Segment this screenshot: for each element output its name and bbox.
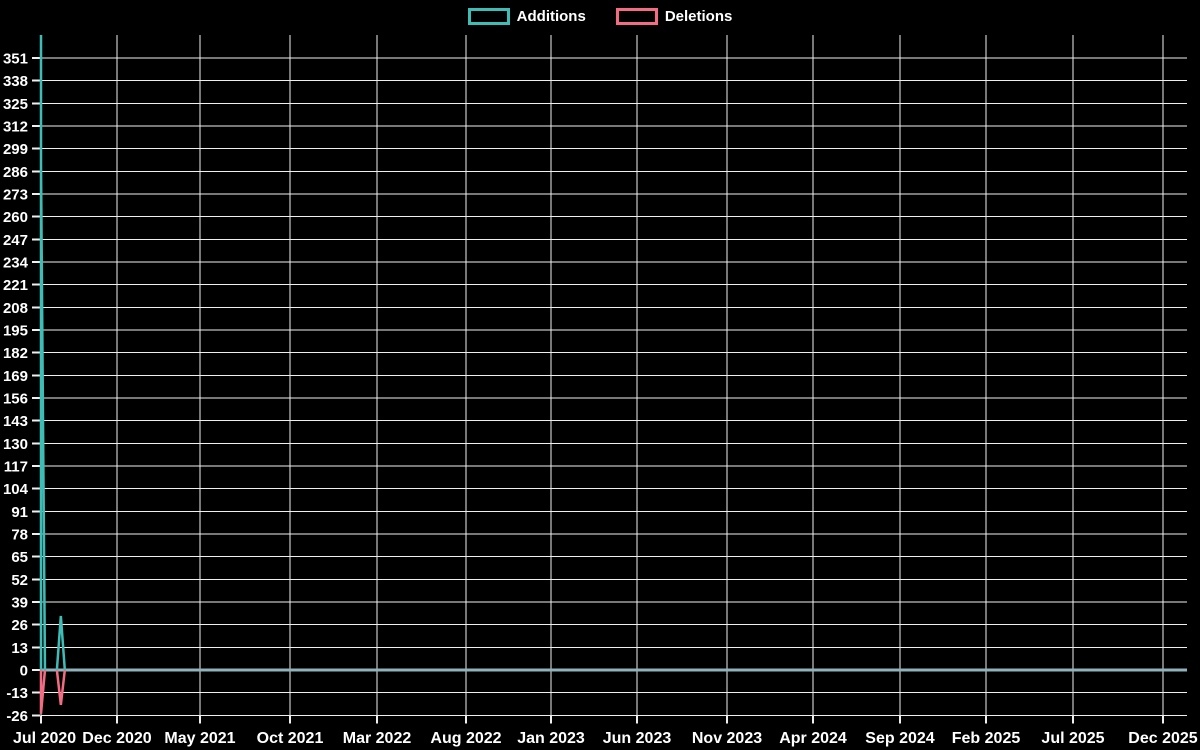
legend-label-additions: Additions: [516, 8, 586, 25]
y-tick-label: 208: [3, 300, 28, 317]
y-tick-label: 65: [11, 549, 28, 566]
y-tick-label: 182: [3, 345, 28, 362]
y-tick-label: 234: [3, 254, 29, 271]
additions-swatch-icon: [467, 8, 510, 25]
x-tick-label: Jul 2020: [13, 730, 76, 747]
y-tick-label: 221: [3, 277, 28, 294]
y-tick-label: 156: [3, 390, 28, 407]
x-tick-label: Sep 2024: [865, 730, 934, 747]
y-tick-label: 91: [11, 504, 28, 521]
y-tick-label: 26: [11, 617, 28, 634]
y-tick-label: 338: [3, 73, 28, 90]
deletions-swatch-icon: [615, 8, 658, 25]
y-tick-label: 0: [20, 663, 28, 680]
y-tick-label: 117: [4, 458, 28, 475]
y-tick-label: 260: [3, 209, 28, 226]
x-tick-label: Mar 2022: [343, 730, 412, 747]
legend-label-deletions: Deletions: [664, 8, 733, 25]
x-tick-label: Dec 2025: [1128, 730, 1197, 747]
y-tick-label: 351: [3, 50, 28, 67]
y-tick-label: -13: [6, 685, 28, 702]
x-tick-label: Oct 2021: [257, 730, 324, 747]
x-tick-label: Jan 2023: [517, 730, 585, 747]
x-tick-label: Aug 2022: [430, 730, 501, 747]
y-tick-label: 325: [3, 96, 28, 113]
x-tick-label: Jul 2025: [1041, 730, 1104, 747]
x-tick-label: Nov 2023: [692, 730, 762, 747]
deletions-line: [39, 669, 67, 714]
y-tick-label: 273: [3, 186, 28, 203]
y-tick-label: 299: [3, 141, 28, 158]
y-tick-label: 104: [3, 481, 29, 498]
additions-line: [39, 35, 67, 671]
x-tick-label: Apr 2024: [779, 730, 847, 747]
y-tick-label: 13: [11, 640, 28, 657]
x-tick-label: May 2021: [164, 730, 235, 747]
x-tick-label: Jun 2023: [603, 730, 672, 747]
y-tick-label: 52: [11, 572, 28, 589]
y-tick-label: 143: [3, 413, 28, 430]
y-tick-label: 39: [11, 594, 28, 611]
x-tick-label: Dec 2020: [82, 730, 151, 747]
x-tick-label: Feb 2025: [952, 730, 1021, 747]
y-tick-label: 312: [3, 118, 28, 135]
chart-legend: Additions Deletions: [0, 8, 1200, 25]
y-tick-label: 286: [3, 164, 28, 181]
y-tick-label: 195: [3, 322, 28, 339]
y-tick-label: 247: [3, 232, 28, 249]
y-tick-label: 78: [11, 526, 28, 543]
legend-item-deletions[interactable]: Deletions: [615, 8, 733, 25]
y-tick-label: -26: [6, 708, 28, 725]
legend-item-additions[interactable]: Additions: [467, 8, 586, 25]
y-tick-label: 169: [3, 368, 28, 385]
y-tick-label: 130: [3, 436, 28, 453]
